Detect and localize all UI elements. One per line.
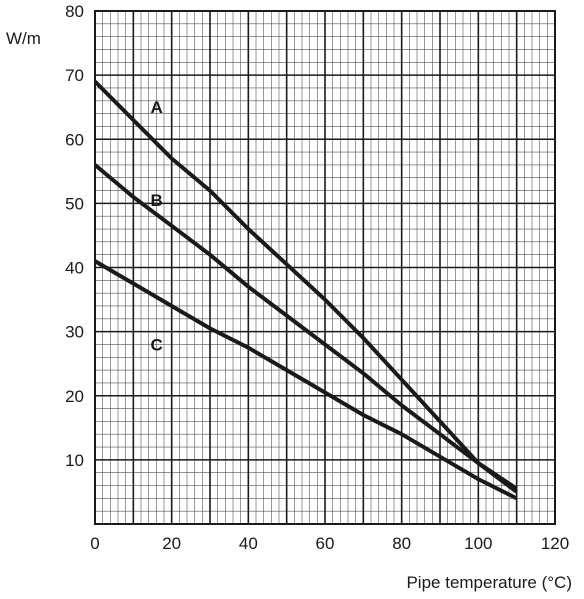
x-tick-label: 100 [464, 534, 492, 553]
x-tick-label: 80 [392, 534, 411, 553]
y-tick-label: 10 [65, 451, 84, 470]
y-tick-label: 70 [65, 66, 84, 85]
x-tick-label: 120 [541, 534, 569, 553]
series-labels: A B C [151, 98, 163, 354]
series-lines [93, 80, 518, 501]
y-tick-label: 30 [65, 323, 84, 342]
y-tick-labels: 10 20 30 40 50 60 70 80 [65, 2, 84, 470]
x-tick-label: 40 [239, 534, 258, 553]
x-axis-title: Pipe temperature (°C) [406, 573, 572, 592]
y-tick-label: 50 [65, 194, 84, 213]
series-label-b: B [151, 191, 163, 210]
x-tick-label: 0 [90, 534, 99, 553]
series-line-c [93, 259, 518, 501]
y-axis-title: W/m [6, 29, 41, 48]
y-tick-label: 80 [65, 2, 84, 21]
y-tick-label: 40 [65, 259, 84, 278]
y-tick-label: 60 [65, 130, 84, 149]
plot-frame [94, 10, 556, 525]
series-label-c: C [151, 335, 163, 354]
x-tick-label: 60 [316, 534, 335, 553]
x-tick-labels: 0 20 40 60 80 100 120 [90, 534, 569, 553]
y-tick-label: 20 [65, 387, 84, 406]
series-line-a [93, 80, 518, 494]
x-tick-label: 20 [162, 534, 181, 553]
series-label-a: A [151, 98, 163, 117]
series-line-b [93, 163, 518, 491]
